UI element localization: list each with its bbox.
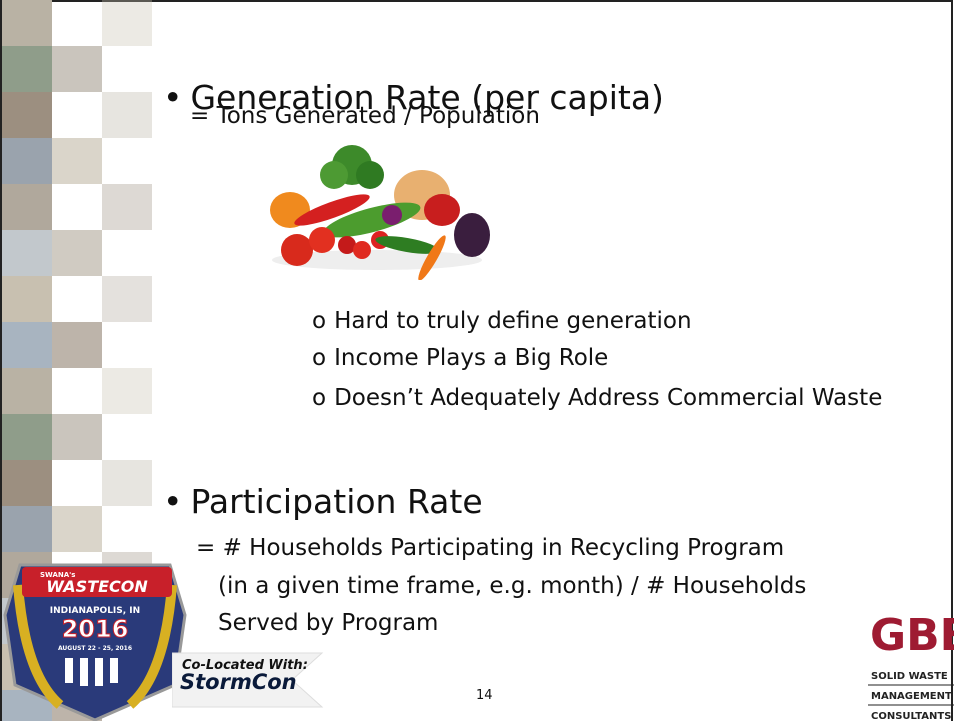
bullet-heading: Participation Rate	[163, 482, 482, 521]
photo-tile	[52, 230, 102, 276]
photo-tile	[102, 276, 152, 322]
photo-tile	[102, 92, 152, 138]
photo-tile	[52, 46, 102, 92]
logo-name: WASTECON	[46, 577, 148, 596]
wastecon-logo: SWANA's WASTECON INDIANAPOLIS, IN 2016 A…	[3, 563, 187, 721]
photo-tile	[2, 184, 52, 230]
formula: = Tons Generated / Population	[190, 103, 540, 129]
photo-tile	[2, 460, 52, 506]
gbb-logo: GBB SOLID WASTE MANAGEMENT CONSULTANTS	[868, 610, 954, 721]
photo-tile	[2, 322, 52, 368]
photo-tile	[2, 138, 52, 184]
gbb-line: MANAGEMENT	[871, 691, 952, 702]
formula-line: (in a given time frame, e.g. month) / # …	[218, 573, 807, 599]
colocated-label: Co-Located With:	[182, 658, 308, 673]
photo-tile	[52, 506, 102, 552]
bullet-heading: Generation Rate (per capita)	[163, 78, 663, 117]
gbb-line: SOLID WASTE	[871, 671, 948, 682]
photo-tile	[52, 322, 102, 368]
page-number: 14	[476, 688, 493, 703]
frame-right	[951, 0, 953, 721]
photo-tile	[2, 230, 52, 276]
photo-tile	[2, 368, 52, 414]
photo-tile	[2, 46, 52, 92]
logo-year: 2016	[62, 615, 129, 643]
photo-tile	[102, 460, 152, 506]
photo-tile	[102, 184, 152, 230]
sub-bullet: Hard to truly define generation	[312, 308, 691, 334]
photo-tile	[52, 138, 102, 184]
colocated-banner: Co-Located With: StormCon	[172, 652, 324, 708]
logo-org: SWANA's	[40, 571, 75, 579]
photo-tile	[52, 414, 102, 460]
photo-tile	[2, 506, 52, 552]
photo-tile	[102, 368, 152, 414]
photo-tile	[102, 0, 152, 46]
gbb-name: GBB	[870, 610, 954, 661]
photo-tile	[2, 92, 52, 138]
sub-bullet: Doesn’t Adequately Address Commercial Wa…	[312, 385, 882, 411]
logo-city: INDIANAPOLIS, IN	[50, 606, 140, 616]
photo-tile	[2, 414, 52, 460]
vegetables-image	[270, 145, 490, 280]
logo-dates: AUGUST 22 - 25, 2016	[58, 645, 132, 652]
formula-line: Served by Program	[218, 610, 439, 636]
photo-tile	[2, 276, 52, 322]
colocated-name: StormCon	[180, 670, 297, 694]
photo-tile	[2, 0, 52, 46]
sub-bullet: Income Plays a Big Role	[312, 345, 608, 371]
frame-top	[0, 0, 952, 2]
gbb-line: CONSULTANTS	[871, 711, 951, 721]
frame-left	[0, 0, 2, 721]
formula-line: = # Households Participating in Recyclin…	[196, 535, 785, 561]
